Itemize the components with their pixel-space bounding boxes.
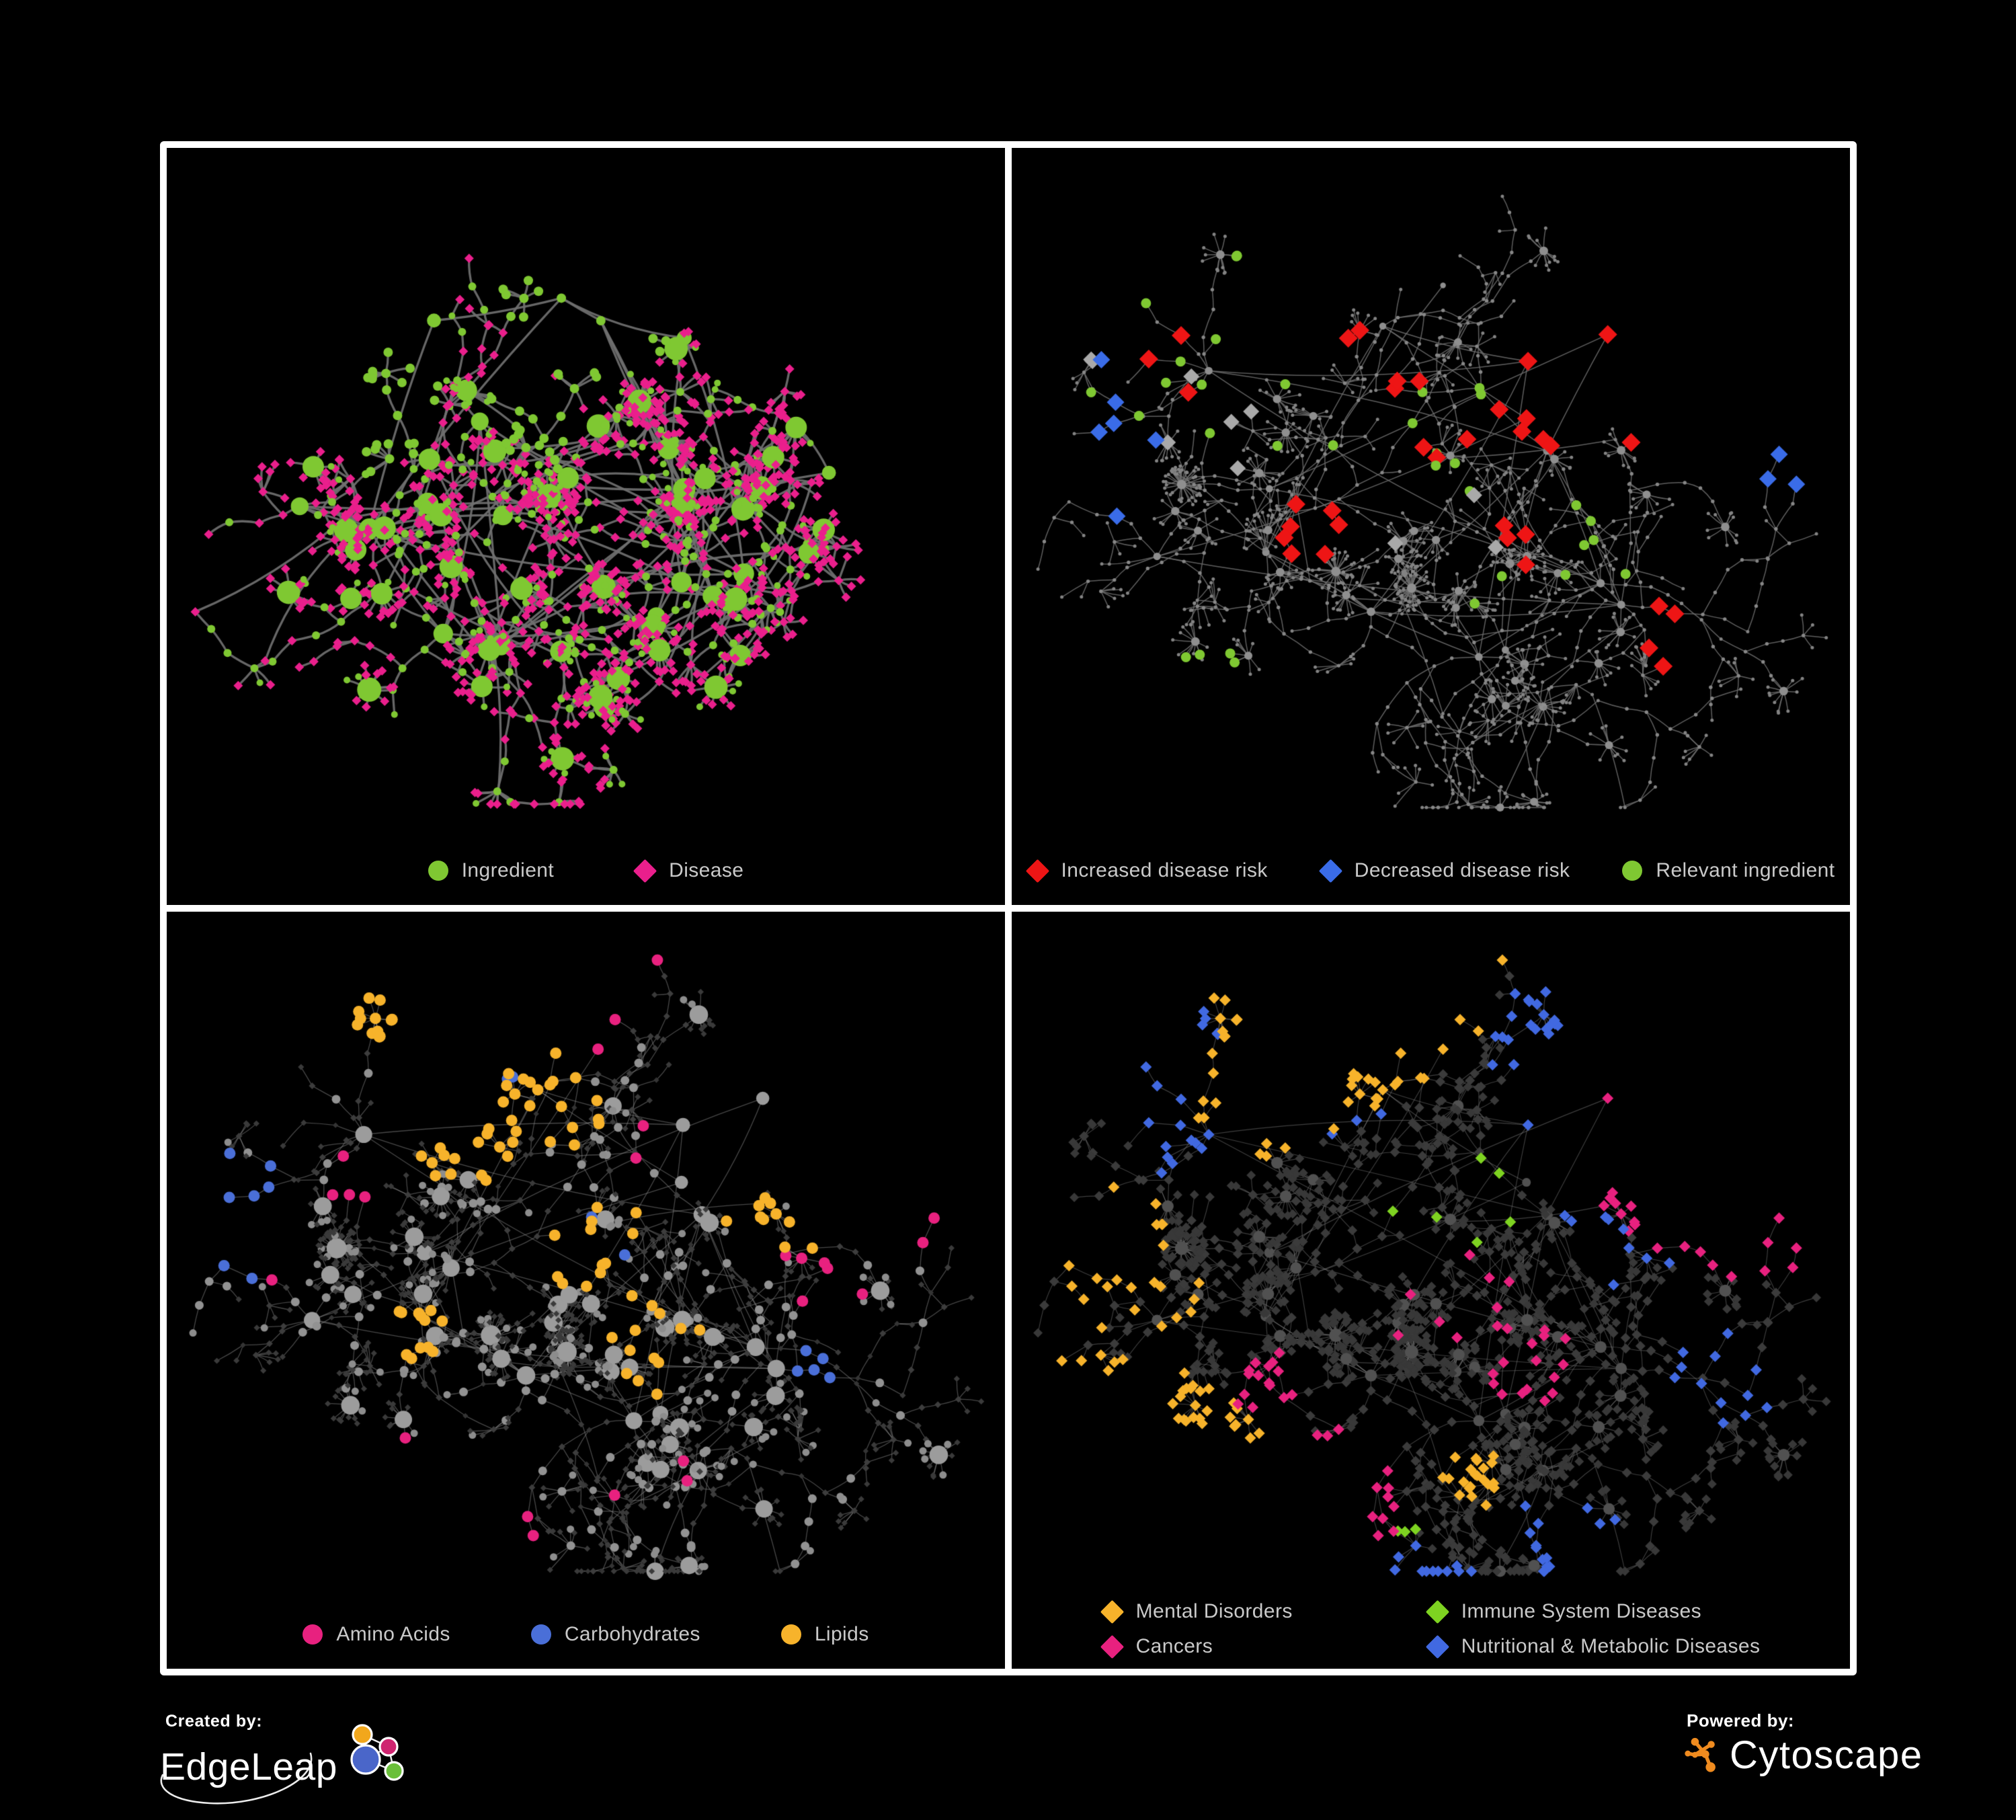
ingredient-disease-network-canvas — [167, 148, 1005, 905]
legend-item: Nutritional & Metabolic Diseases — [1425, 1634, 1761, 1659]
legend-label: Amino Acids — [336, 1623, 450, 1645]
legend-item: Carbohydrates — [530, 1623, 700, 1646]
cytoscape-network-icon — [1685, 1737, 1716, 1772]
immune-diseases-symbol-icon — [1425, 1599, 1449, 1624]
panel-nutrient-classes: Amino Acids Carbohydrates Lipids — [167, 912, 1005, 1669]
legend-nutrient-classes: Amino Acids Carbohydrates Lipids — [167, 1623, 1005, 1646]
legend-item: Amino Acids — [303, 1623, 450, 1646]
edgeleap-brand-text: EdgeLeap — [160, 1745, 337, 1788]
legend-item: Ingredient — [428, 859, 554, 882]
amino-acids-symbol-icon — [303, 1624, 323, 1645]
legend-ingredient-disease: Ingredient Disease — [167, 859, 1005, 883]
powered-by-label: Powered by: — [1687, 1710, 1795, 1731]
decreased-risk-symbol-icon — [1318, 859, 1342, 883]
cytoscape-logo: Powered by: Cytoscape — [1684, 1710, 1923, 1778]
legend-label: Decreased disease risk — [1354, 859, 1570, 881]
cytoscape-brand-text: Cytoscape — [1730, 1733, 1923, 1777]
legend-label: Nutritional & Metabolic Diseases — [1461, 1635, 1761, 1657]
legend-disease-categories: Mental Disorders Immune System Diseases … — [1012, 1599, 1850, 1659]
edgeleap-network-icon — [350, 1724, 404, 1781]
disease-symbol-icon — [633, 859, 657, 883]
legend-label: Immune System Diseases — [1461, 1600, 1701, 1622]
disease-risk-network-canvas — [1012, 148, 1850, 905]
legend-label: Disease — [669, 859, 744, 881]
relevant-ingredient-symbol-icon — [1622, 861, 1643, 881]
legend-item: Decreased disease risk — [1318, 859, 1570, 883]
legend-label: Ingredient — [461, 859, 555, 881]
legend-item: Increased disease risk — [1025, 859, 1268, 883]
legend-disease-risk: Increased disease risk Decreased disease… — [1012, 859, 1850, 883]
increased-risk-symbol-icon — [1025, 859, 1049, 883]
metabolic-diseases-symbol-icon — [1425, 1634, 1449, 1659]
cancers-symbol-icon — [1100, 1634, 1124, 1659]
legend-item: Lipids — [780, 1623, 869, 1646]
disease-category-network-canvas — [1012, 912, 1850, 1669]
lipids-symbol-icon — [780, 1624, 801, 1645]
panel-grid: Ingredient Disease Increased disease ris… — [160, 141, 1857, 1675]
legend-item: Cancers — [1100, 1634, 1293, 1659]
panel-ingredient-disease: Ingredient Disease — [167, 148, 1005, 905]
edgeleap-logo: Created by: EdgeLeap — [160, 1710, 449, 1811]
legend-label: Lipids — [814, 1623, 869, 1645]
carbohydrates-symbol-icon — [530, 1624, 551, 1645]
legend-label: Carbohydrates — [564, 1623, 700, 1645]
legend-label: Cancers — [1135, 1635, 1213, 1657]
legend-label: Mental Disorders — [1135, 1600, 1293, 1622]
nutrient-network-canvas — [167, 912, 1005, 1669]
legend-label: Increased disease risk — [1061, 859, 1268, 881]
panel-disease-risk: Increased disease risk Decreased disease… — [1012, 148, 1850, 905]
legend-label: Relevant ingredient — [1656, 859, 1835, 881]
mental-disorders-symbol-icon — [1100, 1599, 1124, 1624]
legend-item: Mental Disorders — [1100, 1599, 1293, 1624]
legend-item: Disease — [633, 859, 744, 883]
legend-item: Immune System Diseases — [1425, 1599, 1761, 1624]
created-by-label: Created by: — [165, 1712, 263, 1731]
legend-item: Relevant ingredient — [1622, 859, 1834, 882]
ingredient-symbol-icon — [428, 861, 448, 881]
panel-disease-categories: Mental Disorders Immune System Diseases … — [1012, 912, 1850, 1669]
